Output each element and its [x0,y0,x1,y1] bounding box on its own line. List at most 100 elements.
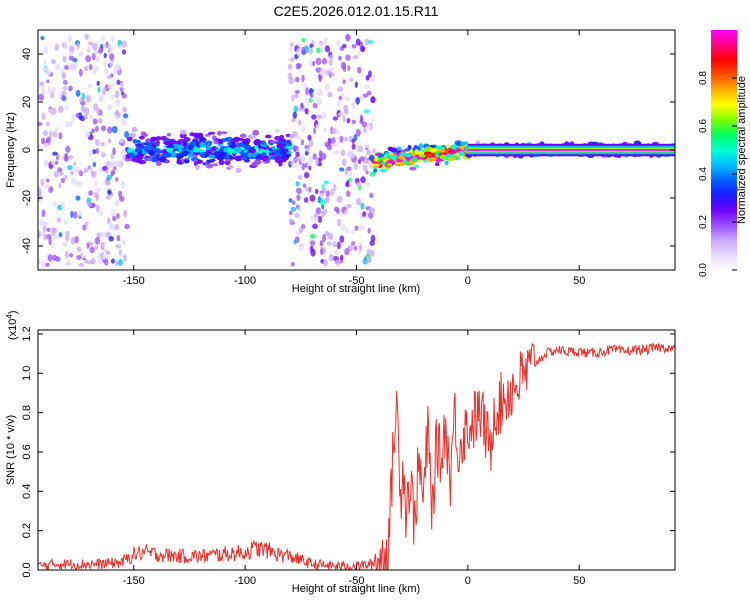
spectrogram-cell [205,163,214,169]
spectrogram-cell [319,192,324,198]
spectrogram-cell [369,207,375,215]
snr-y-multiplier: (x104) [5,310,19,340]
spectrogram-cell [87,83,93,89]
spectrogram-cell [371,117,375,123]
spectrogram-cell [336,100,341,107]
spectrogram-cell [118,44,124,50]
spectrogram-cell [106,217,111,225]
spectrogram-cell [92,149,97,155]
spectrogram-cell [349,77,354,82]
spectrogram-cell [113,166,117,171]
spectrogram-cell [78,170,83,177]
spectrogram-cell [53,234,59,240]
spectrogram-y-tick-label: 0 [21,147,33,153]
spectrogram-cell [324,37,328,43]
spectrogram-cell [253,145,258,150]
spectrogram-cell [243,145,252,150]
spectrogram-cell [294,236,300,244]
spectrogram-cell [366,256,372,263]
spectrogram-cell [78,51,84,57]
colorbar-tick-label: 0.8 [698,71,709,85]
spectrogram-cell [261,155,269,161]
spectrogram-cell [118,249,123,256]
snr-x-ticks: -150 -100 -50 0 50 [123,330,585,587]
spectrogram-cell [355,38,361,46]
spectrogram-cell [347,65,351,72]
figure-title: C2E5.2026.012.01.15.R11 [274,3,439,19]
spectrogram-y-tick-label: -20 [21,190,33,206]
spectrogram-cell [209,158,216,162]
spectrogram-cell [121,120,128,126]
spectrogram-cell [115,177,119,182]
spectrogram-cell [275,128,280,134]
spectrogram-cell [45,121,51,127]
spectrogram-cell [305,87,309,96]
spectrogram-cell [363,109,370,114]
spectrogram-cell [183,137,191,142]
spectrogram-cell [89,114,93,120]
spectrogram-cell [211,146,216,152]
spectrogram-cell [252,129,259,136]
spectrogram-cell [94,237,101,245]
spectrogram-cell [95,195,99,201]
spectrogram-cell [76,255,82,260]
spectrogram-cell [205,146,211,151]
spectrogram-cell [355,182,362,187]
spectrogram-cell [124,223,130,230]
spectrogram-cell [344,136,348,142]
snr-y-tick-label: 0.4 [21,484,33,499]
spectrogram-cell [296,187,302,195]
spectrogram-cell [351,102,357,109]
spectrogram-cell [58,105,64,114]
spectrogram-cell [340,149,346,157]
spectrogram-cell [439,154,447,160]
spectrogram-cell [294,76,300,83]
spectrogram-cell [296,48,302,56]
spectrogram-cell [128,152,135,158]
snr-ylabel: SNR (10 * v/v) [5,415,17,485]
spectrogram-cell [404,152,413,158]
spectrogram-cell [332,241,337,248]
spectrogram-cell [359,224,366,231]
spectrogram-cell [38,230,41,239]
snr-x-tick-label: 50 [573,575,585,587]
spectrogram-cell [59,171,64,176]
spectrogram-cell [63,155,69,162]
spectrogram-cell [315,67,322,73]
spectrogram-cell [364,143,370,149]
spectrogram-cell [61,71,66,80]
spectrogram-cell [78,68,83,77]
spectrogram-cell [107,189,112,195]
spectrogram-cell [75,181,78,187]
spectrogram-cell [192,159,198,163]
spectrogram-cell [309,233,316,239]
spectrogram-cell [355,128,361,137]
spectrogram-cell [137,144,143,149]
spectrogram-cell [304,171,310,179]
spectrogram-cell [208,154,215,158]
spectrogram-cell [52,254,58,261]
spectrogram-cell [217,130,222,136]
snr-y-tick-label: 0.2 [21,523,33,538]
spectrogram-cell [89,149,93,157]
colorbar: 0.0 0.2 0.4 0.6 0.8 Normalized spectral ampl… [698,30,748,277]
spectrogram-cell [58,132,63,140]
spectrogram-cell [83,66,89,72]
spectrogram-cell [271,146,276,151]
spectrogram-cell [291,200,296,206]
spectrogram-cell [84,258,89,264]
spectrogram-cell [409,166,417,171]
spectrogram-cell [439,148,446,153]
spectrogram-cell [338,55,342,61]
spectrogram-cell [354,225,359,231]
spectrogram-cell [367,40,374,44]
spectrogram-cell [40,178,45,187]
spectrogram-cell [141,151,149,155]
spectrogram-cell [110,258,115,264]
spectrogram-cell [73,161,77,167]
spectrogram-cell [308,47,314,55]
spectrogram-cell [304,162,308,169]
spectrogram-cell [88,190,93,196]
spectrogram-cell [123,209,128,218]
spectrogram-cell [107,126,113,134]
